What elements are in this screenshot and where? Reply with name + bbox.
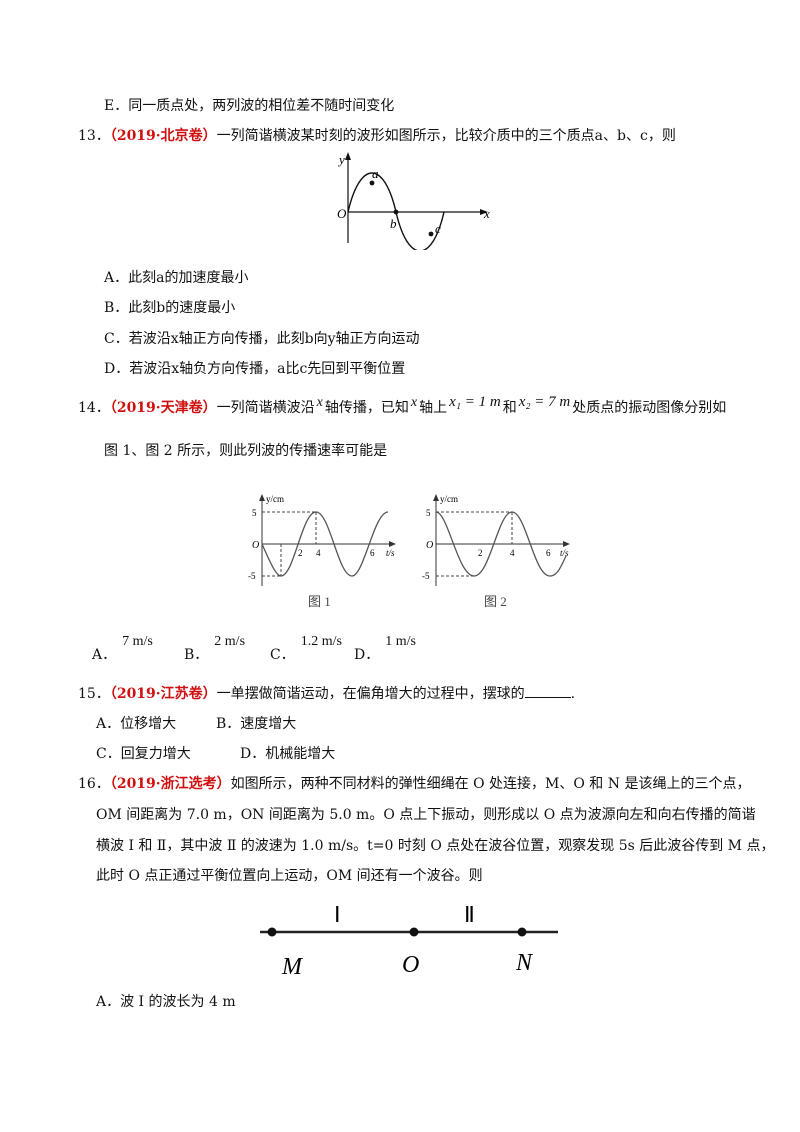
q12-option-e: E．同一质点处，两列波的相位差不随时间变化 [104,98,395,114]
q16-point-o [409,927,419,937]
q14-option-c-value: 1.2 m/s [300,634,342,649]
q15-option-c: C．回复力增大 [96,746,191,762]
q14-option-c: C． 1.2 m/s [270,634,342,665]
q14f1-t6: 6 [370,548,375,558]
q14f2-t-arrow [563,541,570,547]
q16-stem-line1: 16．（2019·浙江选考）如图所示，两种不同材料的弹性细绳在 O 处连接，M、… [78,774,750,794]
q14-option-a-value: 7 m/s [122,634,153,649]
q13-label-a: a [372,166,379,181]
q16-point-m [267,927,277,937]
q16-stem-line2: OM 间距离为 7.0 m，ON 间距离为 5.0 m。O 点上下振动，则形成以… [96,807,756,823]
q14-number: 14． [78,400,110,416]
q13-y-arrow [345,152,351,160]
q14-option-c-letter: C． [270,647,295,663]
q14f2-y-arrow [433,494,439,501]
q14-source: （2019·天津卷） [109,400,217,416]
q14f1-t-arrow [389,541,396,547]
q13-label-y: y [337,152,345,167]
q15-option-d: D．机械能增大 [240,746,336,762]
q14-x-b: x [410,395,418,410]
q13-option-b: B．此刻b的速度最小 [104,300,236,316]
q13-stem-line: 13．（2019·北京卷）一列简谐横波某时刻的波形如图所示，比较介质中的三个质点… [78,126,676,146]
q14-stem4: 处质点的振动图像分别如 [572,400,727,416]
q13-option-a: A．此刻a的加速度最小 [104,270,249,286]
q15-end: . [570,686,576,702]
q15-answer-blank [524,685,571,698]
q14f2-t4: 4 [510,548,515,558]
q16-rope-figure: Ⅰ Ⅱ M O N [260,902,558,980]
q16-label-n: N [515,950,534,976]
q15-option-a: A．位移增大 [96,716,177,732]
q14f2-t2: 2 [478,548,483,558]
q14-option-b: B． 2 m/s [184,634,245,665]
q16-stem-line4: 此时 O 点正通过平衡位置向上运动，OM 间还有一个波谷。则 [96,868,483,884]
q13-label-o: O [337,206,347,221]
q14f1-caption: 图 1 [308,594,331,609]
q16-stem-line3: 横波 Ⅰ 和 Ⅱ，其中波 Ⅱ 的波速为 1.0 m/s。t=0 时刻 O 点处在… [96,838,775,854]
q14f1-yn5: -5 [248,571,256,581]
q15-number: 15． [78,686,110,702]
q13-x-arrow [480,209,488,215]
q13-point-c [428,231,434,237]
q13-label-b: b [390,216,397,231]
q13-number: 13． [78,128,110,144]
q13-option-d: D．若波沿x轴负方向传播，a比c先回到平衡位置 [104,361,406,377]
q14-figure-1: y/cm 5 -5 O 2 4 6 t/s 图 1 [248,494,396,609]
q14-option-a-letter: A． [92,647,117,663]
q14f2-yn5: -5 [422,571,430,581]
q14f2-ylabel: y/cm [440,494,458,504]
q16-number: 16． [78,776,110,792]
q15-stem-line: 15．（2019·江苏卷）一单摆做简谐运动，在偏角增大的过程中，摆球的. [78,684,575,704]
q16-source: （2019·浙江选考） [109,776,231,792]
q14-stem3: 轴上 [419,400,448,416]
q16-label-wave2: Ⅱ [464,902,475,927]
q14-stem2: 轴传播，已知 [324,400,409,416]
q14f1-t2: 2 [298,548,303,558]
q14-x2: x₂ = 7 m [518,394,571,410]
q16-label-o: O [402,952,419,978]
q15-source: （2019·江苏卷） [109,686,217,702]
q14-option-b-value: 2 m/s [214,634,246,649]
q13-label-c: c [435,221,441,236]
q14-option-b-letter: B． [184,647,209,663]
q14f1-xlabel: t/s [386,548,395,558]
q14-stem1: 一列简谐横波沿 [216,400,315,416]
q14f2-y5: 5 [426,508,431,518]
q16-line1: 如图所示，两种不同材料的弹性细绳在 O 处连接，M、O 和 N 是该绳上的三个点… [230,776,751,792]
q14-x: x [316,395,323,410]
q13-source: （2019·北京卷） [109,128,217,144]
q14f1-y-arrow [259,494,265,501]
q14-option-a: A． 7 m/s [92,634,153,665]
q14f2-xlabel: t/s [560,548,569,558]
q13-stem: 一列简谐横波某时刻的波形如图所示，比较介质中的三个质点a、b、c，则 [216,128,676,144]
q13-point-a [369,180,375,186]
q13-point-b [393,209,399,215]
q14f1-t4: 4 [316,548,321,558]
q14-figure-2: y/cm 5 -5 O 2 4 6 t/s 图 2 [422,494,570,609]
q14-option-d-letter: D． [354,647,380,663]
q14-stem-line2: 图 1、图 2 所示，则此列波的传播速率可能是 [104,443,388,459]
q16-label-wave1: Ⅰ [334,902,341,927]
q14-option-d: D． 1 m/s [354,634,416,665]
q13-option-c: C．若波沿x轴正方向传播，此刻b向y轴正方向运动 [104,331,420,347]
q16-option-a: A．波 Ⅰ 的波长为 4 m [96,994,236,1010]
q14f2-caption: 图 2 [484,594,507,609]
q16-label-m: M [281,954,304,980]
q13-wave-figure: y O x a b c [337,152,490,250]
q14f1-o: O [252,540,259,551]
q14f1-ylabel: y/cm [266,494,284,504]
q13-label-x: x [483,206,490,221]
q14f2-o: O [426,540,433,551]
q14f2-t6: 6 [546,548,551,558]
q14-option-d-value: 1 m/s [385,634,416,649]
q14f1-y5: 5 [252,508,257,518]
q15-option-b: B．速度增大 [216,716,297,732]
q14-he: 和 [502,400,517,416]
q14-x1: x₁ = 1 m [449,394,501,410]
q16-point-n [517,927,527,937]
q15-stem: 一单摆做简谐运动，在偏角增大的过程中，摆球的 [216,686,525,702]
